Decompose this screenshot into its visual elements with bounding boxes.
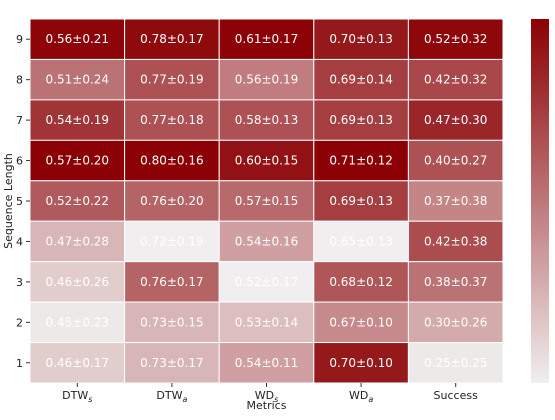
heatmap-cell [29,301,126,344]
cell-label: 0.57±0.20 [46,154,110,168]
heatmap-cell [218,220,315,263]
heatmap-cell [124,139,220,182]
cell-label: 0.58±0.13 [235,113,299,127]
cell-label: 0.72±0.19 [140,234,204,248]
cell-label: 0.38±0.37 [424,275,488,289]
x-axis-title: Metrics [247,399,287,412]
heatmap-cell [407,180,504,222]
cell-label: 0.71±0.12 [329,154,393,168]
heatmap-cell [407,301,504,344]
y-tick-label: 9 [16,33,23,46]
heatmap-cell [29,261,126,303]
cell-label: 0.54±0.16 [235,234,299,248]
cell-label: 0.67±0.10 [329,315,393,329]
cell-label: 0.42±0.38 [424,234,488,248]
cell-label: 0.56±0.21 [46,32,110,46]
cell-label: 0.70±0.13 [329,32,393,46]
cell-label: 0.78±0.17 [140,32,204,46]
cell-label: 0.54±0.11 [235,356,299,370]
cell-label: 0.30±0.26 [424,315,488,329]
x-tick-label: WDa [349,389,373,404]
heatmap-cell [124,220,220,263]
x-tick-label: WDs [255,389,279,404]
cell-label: 0.61±0.17 [235,32,299,46]
y-tick-label: 6 [16,155,23,168]
heatmap-cell [313,220,409,263]
heatmap-cell [407,58,504,101]
cell-label: 0.73±0.15 [140,315,204,329]
y-tick-label: 7 [16,114,23,127]
cell-label: 0.77±0.19 [140,73,204,87]
heatmap-cell [313,139,409,182]
heatmap-cell [124,301,220,344]
cell-label: 0.65±0.13 [329,234,393,248]
heatmap-cell [218,342,315,384]
cell-label: 0.40±0.27 [424,154,488,168]
heatmap-cell [218,139,315,182]
heatmap-cell [218,180,315,222]
y-axis-title: Sequence Length [2,153,15,249]
heatmap-cell [124,342,220,384]
cell-label: 0.80±0.16 [140,154,204,168]
y-tick-label: 5 [16,195,23,208]
cell-label: 0.47±0.28 [46,234,110,248]
y-tick-label: 1 [16,357,23,370]
heatmap-cell [313,301,409,344]
heatmap-cell [218,18,315,60]
heatmap-cell [407,342,504,384]
cell-label: 0.42±0.32 [424,73,488,87]
cell-label: 0.76±0.17 [140,275,204,289]
cell-label: 0.76±0.20 [140,194,204,208]
cell-label: 0.52±0.32 [424,32,488,46]
cell-label: 0.70±0.10 [329,356,393,370]
cell-label: 0.53±0.14 [235,315,299,329]
y-tick-label: 8 [16,74,23,87]
heatmap-cell [407,220,504,263]
heatmap-cell [124,180,220,222]
heatmap-cell [29,18,126,60]
heatmap-cell [124,99,220,141]
cell-label: 0.52±0.17 [235,275,299,289]
cell-label: 0.73±0.17 [140,356,204,370]
cell-label: 0.46±0.26 [46,275,110,289]
cell-label: 0.77±0.18 [140,113,204,127]
heatmap-cell [313,99,409,141]
cell-label: 0.37±0.38 [424,194,488,208]
cell-label: 0.56±0.19 [235,73,299,87]
x-tick-label: DTWa [156,389,187,404]
cell-label: 0.47±0.30 [424,113,488,127]
y-tick-label: 4 [16,235,23,248]
x-tick-label: DTWs [62,389,92,404]
y-tick-label: 2 [16,316,23,329]
heatmap-cell [124,18,220,60]
cell-label: 0.51±0.24 [46,73,110,87]
cell-label: 0.25±0.25 [424,356,488,370]
cell-label: 0.52±0.22 [46,194,110,208]
cell-label: 0.60±0.15 [235,154,299,168]
colorbar [531,19,549,383]
cell-label: 0.46±0.17 [46,356,110,370]
cell-label: 0.69±0.13 [329,113,393,127]
cell-label: 0.69±0.13 [329,194,393,208]
cell-label: 0.54±0.19 [46,113,110,127]
heatmap-cell [218,58,315,101]
cell-label: 0.69±0.14 [329,73,393,87]
cell-label: 0.45±0.23 [46,315,110,329]
y-tick-label: 3 [16,276,23,289]
x-tick-label: Success [434,389,479,402]
cell-label: 0.57±0.15 [235,194,299,208]
cell-label: 0.68±0.12 [329,275,393,289]
heatmap-cell [29,180,126,222]
heatmap-cell [407,139,504,182]
